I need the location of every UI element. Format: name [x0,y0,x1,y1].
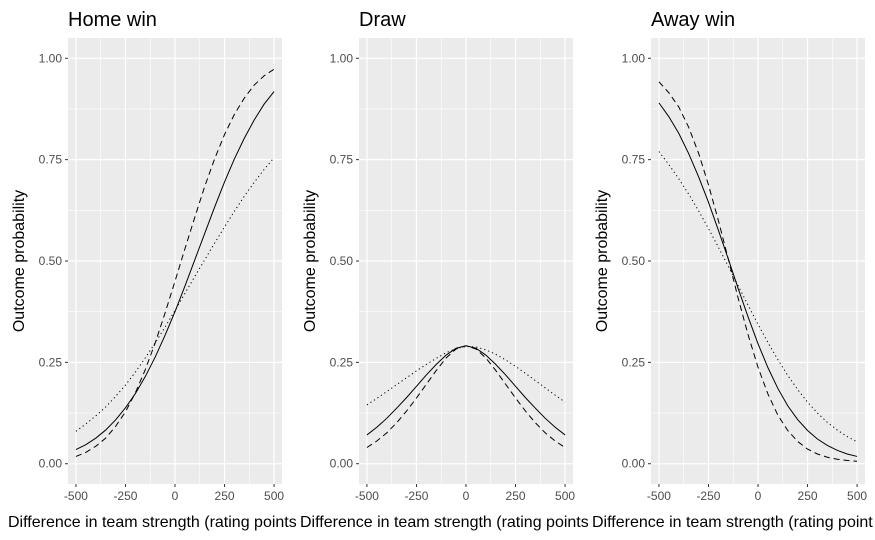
home-win-y-tick-label: 0.00 [39,457,63,471]
draw-y-tick-label: 1.00 [330,51,354,65]
home-win-x-tick-label: 500 [264,489,284,503]
away-win-y-tick-label: 0.50 [622,254,646,268]
home-win-series-dashed [75,68,275,457]
away-win-x-tick-label: 0 [755,489,762,503]
home-win-x-axis-title: Difference in team strength (rating poin… [8,514,302,531]
away-win-y-tick-label: 0.00 [622,457,646,471]
draw-x-tick-label: 500 [555,489,575,503]
home-win-x-tick-label: -250 [113,489,137,503]
draw-y-axis-title: Outcome probability [302,190,319,332]
home-win-y-tick-label: 0.75 [39,153,63,167]
home-win-x-tick-label: -500 [64,489,88,503]
away-win-x-tick-label: 500 [847,489,867,503]
panel-away-win: 0.00 0.25 0.50 0.75 1.00 -500 -250 0 250 500 Away … [592,9,875,531]
draw-y-tick-label: 0.50 [330,254,354,268]
draw-x-tick-label: -250 [404,489,428,503]
away-win-y-axis-title: Outcome probability [594,190,611,332]
panel-home-win: 0.00 0.25 0.50 0.75 1.00 -500 -250 0 250 500 Home … [8,9,302,531]
away-win-series-solid [658,102,858,457]
home-win-y-axis-title: Outcome probability [11,190,28,332]
draw-y-tick-label: 0.75 [330,153,354,167]
home-win-y-tick-label: 1.00 [39,51,63,65]
away-win-series-dashed [658,81,858,462]
home-win-x-tick-label: 250 [215,489,235,503]
home-win-series-solid [75,91,275,450]
draw-title: Draw [359,9,406,31]
away-win-y-tick-label: 0.75 [622,153,646,167]
draw-series-dashed [366,345,566,448]
away-win-y-tick-label: 0.25 [622,355,646,369]
draw-x-axis-title: Difference in team strength (rating poin… [300,514,594,531]
away-win-x-tick-label: 250 [798,489,818,503]
panel-draw: 0.00 0.25 0.50 0.75 1.00 -500 -250 0 250 500 Draw O… [300,9,594,531]
draw-x-tick-label: 250 [506,489,526,503]
away-win-x-axis-title: Difference in team strength (rating poin… [592,514,875,531]
draw-x-tick-label: 0 [463,489,470,503]
draw-y-tick-label: 0.25 [330,355,354,369]
away-win-x-tick-label: -250 [696,489,720,503]
home-win-y-tick-label: 0.50 [39,254,63,268]
away-win-title: Away win [651,9,735,31]
draw-y-tick-label: 0.00 [330,457,354,471]
home-win-y-tick-label: 0.25 [39,355,63,369]
away-win-series-dotted [658,151,858,443]
draw-x-tick-label: -500 [355,489,379,503]
home-win-x-tick-label: 0 [172,489,179,503]
away-win-x-tick-label: -500 [647,489,671,503]
away-win-y-tick-label: 1.00 [622,51,646,65]
home-win-title: Home win [68,9,157,31]
